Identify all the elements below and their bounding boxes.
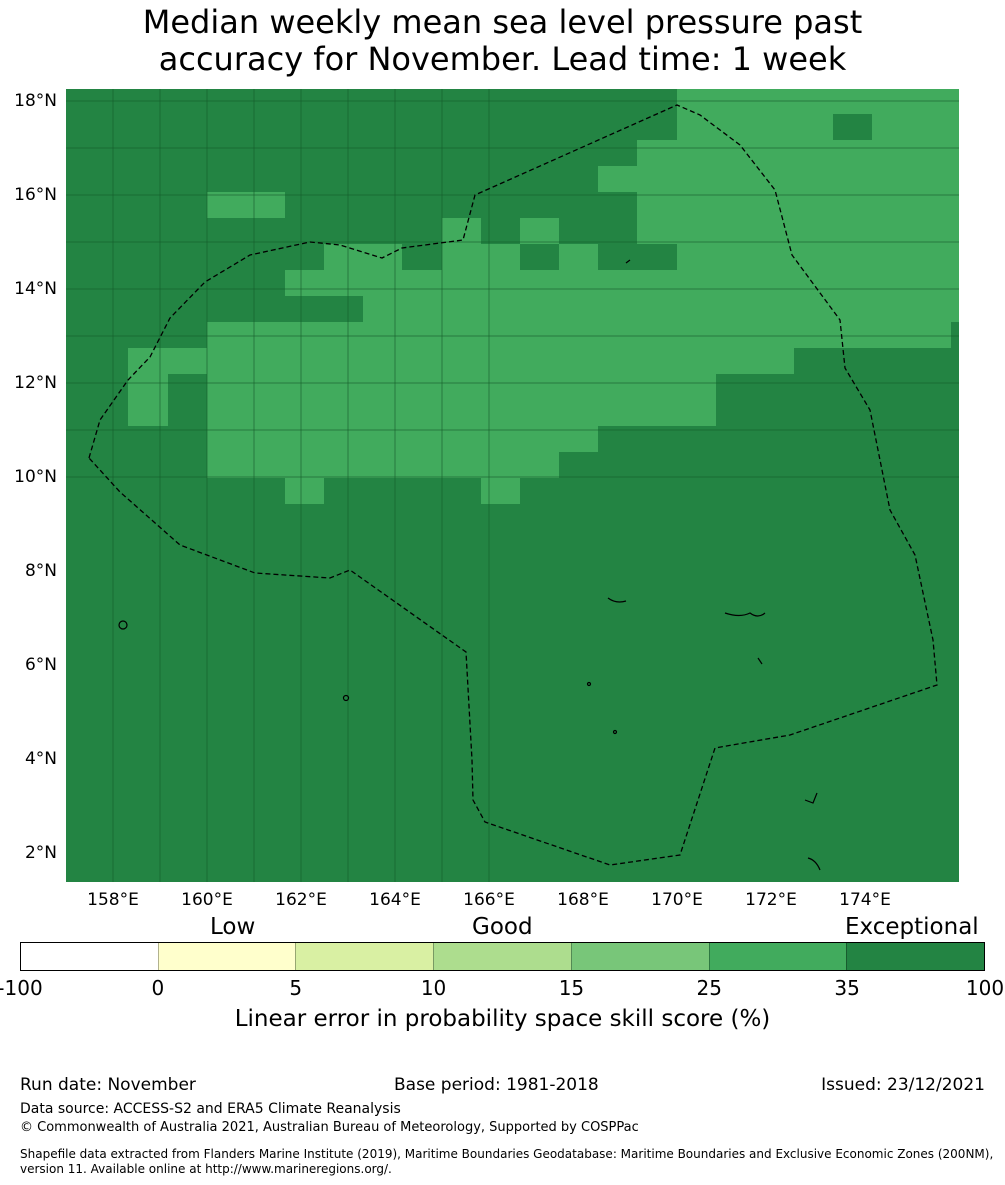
skill-cell	[637, 218, 959, 244]
islands	[118, 259, 821, 871]
lat-label: 12°N	[14, 373, 57, 393]
lat-label: 8°N	[24, 561, 57, 581]
legend-category-good: Good	[472, 914, 533, 940]
skill-cell	[677, 244, 959, 270]
colorbar-label: Linear error in probability space skill …	[234, 1006, 771, 1032]
copyright: © Commonwealth of Australia 2021, Austra…	[20, 1120, 639, 1135]
skill-cell	[363, 296, 959, 322]
skill-cell	[285, 270, 959, 296]
colorbar-tick: 15	[558, 976, 585, 1000]
lon-label: 160°E	[181, 890, 233, 910]
shapefile-credit-2: version 11. Available online at http://w…	[20, 1162, 392, 1176]
colorbar	[20, 942, 985, 971]
base-period: Base period: 1981-2018	[394, 1075, 599, 1095]
lat-label: 16°N	[14, 185, 57, 205]
colorbar-segment	[157, 943, 296, 970]
lat-label: 2°N	[24, 843, 57, 863]
skill-cell	[481, 478, 520, 504]
legend-category-low: Low	[210, 914, 256, 940]
colorbar-segment	[708, 943, 847, 970]
issued-date: Issued: 23/12/2021	[821, 1075, 985, 1095]
legend-category-exceptional: Exceptional	[845, 914, 979, 940]
lon-label: 168°E	[557, 890, 609, 910]
skill-cell	[598, 166, 959, 192]
colorbar-segment	[846, 943, 985, 970]
lon-label: 166°E	[463, 890, 515, 910]
data-source: Data source: ACCESS-S2 and ERA5 Climate …	[20, 1101, 401, 1117]
skill-cell	[207, 192, 285, 218]
skill-cell	[207, 400, 716, 426]
skill-cell	[677, 114, 833, 140]
run-date: Run date: November	[20, 1075, 196, 1095]
title-line-1: Median weekly mean sea level pressure pa…	[142, 3, 863, 41]
colorbar-segment	[295, 943, 434, 970]
shapefile-credit-1: Shapefile data extracted from Flanders M…	[20, 1147, 994, 1161]
eez-boundary	[88, 104, 938, 866]
skill-cell	[872, 114, 959, 140]
skill-cell	[207, 374, 716, 400]
skill-cell	[128, 400, 168, 426]
lon-label: 170°E	[651, 890, 703, 910]
lat-label: 10°N	[14, 467, 57, 487]
colorbar-tick: 5	[289, 976, 303, 1000]
colorbar-segment	[21, 943, 158, 970]
skill-cell	[207, 322, 951, 348]
lon-label: 164°E	[369, 890, 421, 910]
colorbar-tick: -100	[0, 976, 43, 1000]
colorbar-tick: 25	[696, 976, 722, 1000]
lat-label: 6°N	[24, 655, 57, 675]
skill-cell	[285, 478, 324, 504]
colorbar-segment	[433, 943, 571, 970]
skill-cell	[637, 140, 959, 166]
lon-label: 174°E	[839, 890, 891, 910]
skill-map	[66, 89, 959, 882]
skill-cell	[128, 374, 168, 400]
lat-label: 18°N	[14, 91, 57, 111]
title-line-2: accuracy for November. Lead time: 1 week	[158, 40, 847, 78]
lon-label: 158°E	[87, 890, 139, 910]
skill-cell	[442, 244, 520, 270]
colorbar-tick: 0	[151, 976, 165, 1000]
skill-cell	[128, 348, 794, 374]
skill-cell	[520, 218, 559, 244]
lon-label: 172°E	[745, 890, 797, 910]
lat-label: 4°N	[24, 749, 57, 769]
colorbar-segment	[570, 943, 709, 970]
chart-title: Median weekly mean sea level pressure pa…	[0, 4, 1005, 78]
skill-cell	[324, 244, 402, 270]
skill-cell	[207, 452, 559, 478]
colorbar-tick: 10	[420, 976, 447, 1000]
lon-label: 162°E	[275, 890, 327, 910]
lat-label: 14°N	[14, 279, 57, 299]
skill-cell	[559, 244, 598, 270]
colorbar-tick: 35	[834, 976, 860, 1000]
colorbar-tick: 100	[965, 976, 1005, 1000]
skill-cell	[637, 192, 959, 218]
